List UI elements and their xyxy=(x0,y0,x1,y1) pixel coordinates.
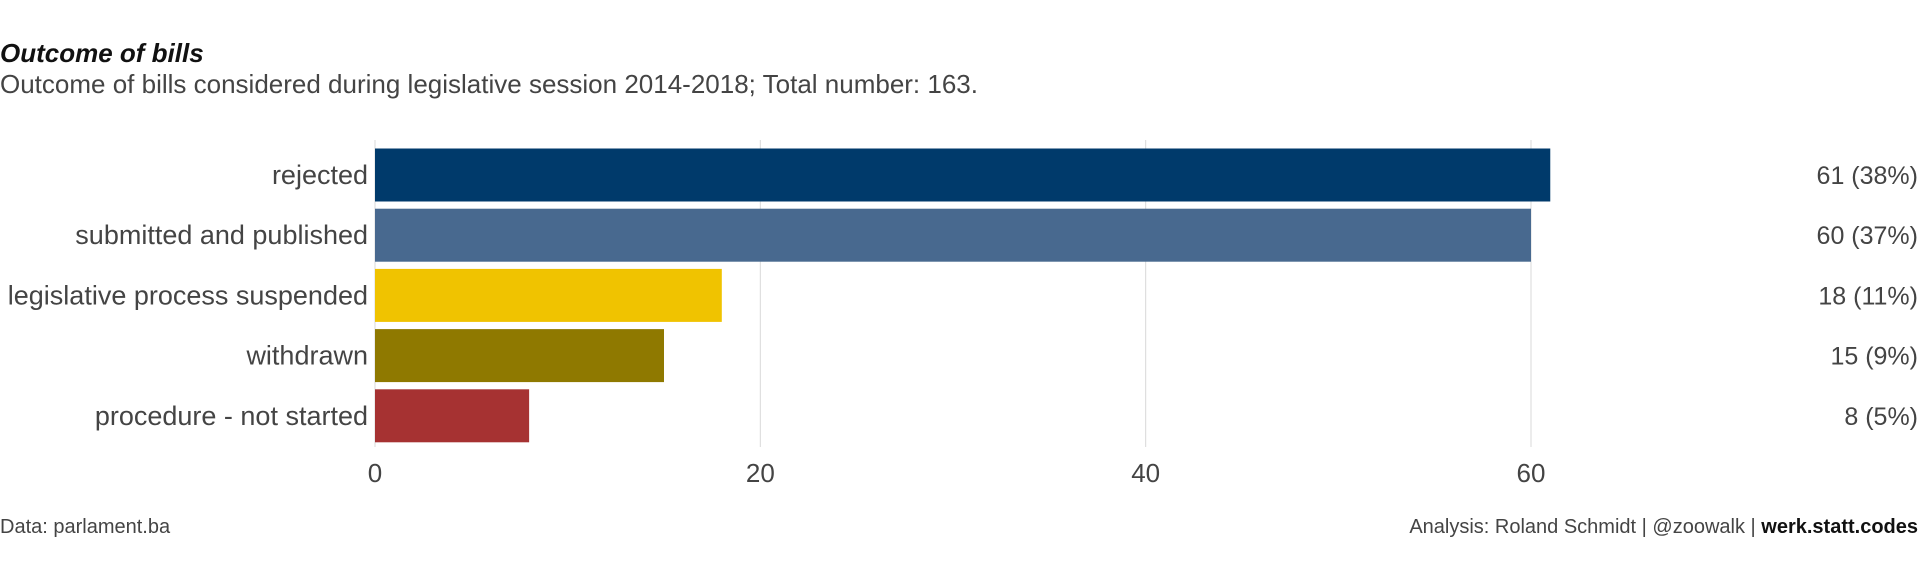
chart-title: Outcome of bills xyxy=(0,38,204,68)
bar-4 xyxy=(375,389,530,443)
bars xyxy=(375,148,1551,443)
caption-analysis: Analysis: Roland Schmidt | @zoowalk | xyxy=(1409,516,1761,538)
bar-1 xyxy=(375,208,1531,262)
value-labels: 61 (38%) 60 (37%) 18 (11%) 15 (9%) 8 (5%) xyxy=(1817,162,1918,431)
category-labels: rejected submitted and published legislati… xyxy=(8,160,368,431)
x-tick-label-2: 40 xyxy=(1131,458,1160,488)
caption-source: Data: parlament.ba xyxy=(0,516,171,538)
bar-2 xyxy=(375,268,722,322)
category-label-0: rejected xyxy=(272,160,368,190)
x-tick-label-1: 20 xyxy=(746,458,775,488)
x-tick-label-0: 0 xyxy=(368,458,382,488)
category-label-2: legislative process suspended xyxy=(8,280,368,310)
bar-3 xyxy=(375,329,664,383)
value-label-4: 8 (5%) xyxy=(1844,403,1918,431)
category-label-1: submitted and published xyxy=(75,220,368,250)
value-label-1: 60 (37%) xyxy=(1817,222,1918,250)
value-label-0: 61 (38%) xyxy=(1817,162,1918,190)
value-label-3: 15 (9%) xyxy=(1830,343,1918,371)
caption-credits: Analysis: Roland Schmidt | @zoowalk | we… xyxy=(1409,516,1918,538)
chart-subtitle: Outcome of bills considered during legis… xyxy=(0,69,978,99)
x-axis-tick-labels: 0 20 40 60 xyxy=(368,458,1546,488)
bar-0 xyxy=(375,148,1551,202)
caption-site: werk.statt.codes xyxy=(1760,516,1918,538)
value-label-2: 18 (11%) xyxy=(1818,282,1918,310)
category-label-3: withdrawn xyxy=(245,341,368,371)
category-label-4: procedure - not started xyxy=(95,401,368,431)
x-tick-label-3: 60 xyxy=(1517,458,1546,488)
